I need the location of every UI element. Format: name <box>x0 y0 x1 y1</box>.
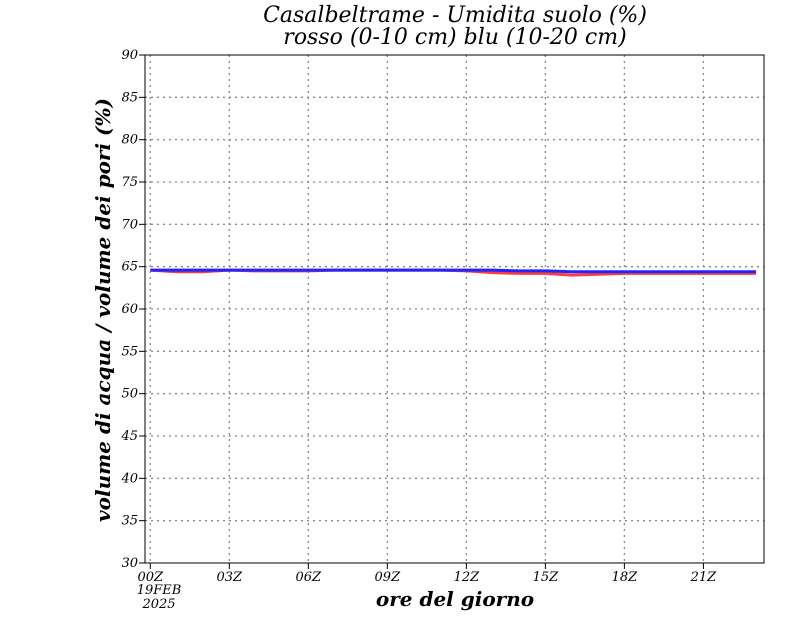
y-tick-label: 40 <box>120 471 138 486</box>
x-axis-label: ore del giorno <box>376 587 534 611</box>
plot-frame <box>144 54 765 564</box>
y-tick-label: 35 <box>121 514 138 529</box>
x-tick-label: 09Z <box>375 570 402 585</box>
y-axis-label: volume di acqua / volume dei pori (%) <box>91 98 115 522</box>
grid-lines <box>145 55 764 563</box>
x-axis-ticks: 00Z 03Z 06Z 09Z 12Z 15Z 18Z 21Z <box>137 563 717 585</box>
y-tick-label: 75 <box>121 175 138 190</box>
x-tick-label: 00Z <box>137 570 164 585</box>
y-tick-label: 45 <box>120 429 138 444</box>
x-tick-label: 18Z <box>612 570 639 585</box>
x-tick-label: 12Z <box>454 570 481 585</box>
y-tick-label: 85 <box>121 90 138 105</box>
y-tick-label: 80 <box>121 133 138 148</box>
y-tick-label: 55 <box>121 344 138 359</box>
x-tick-label: 06Z <box>296 570 323 585</box>
y-axis-ticks: 30 35 40 45 50 55 60 65 70 75 80 85 90 <box>120 48 145 571</box>
date-label-year: 2025 <box>141 597 175 612</box>
y-tick-label: 65 <box>121 260 138 275</box>
x-tick-label: 03Z <box>217 570 244 585</box>
data-series <box>150 268 757 277</box>
x-tick-label: 21Z <box>690 570 718 585</box>
y-tick-label: 50 <box>121 387 138 402</box>
chart-title: Casalbeltrame - Umidita suolo (%) <box>263 3 647 28</box>
chart-subtitle: rosso (0-10 cm) blu (10-20 cm) <box>283 25 626 50</box>
date-label-day: 19FEB <box>137 583 182 598</box>
y-tick-label: 30 <box>121 556 138 571</box>
y-tick-label: 60 <box>121 302 138 317</box>
x-tick-label: 15Z <box>533 570 560 585</box>
y-tick-label: 70 <box>121 217 138 232</box>
y-tick-label: 90 <box>121 48 138 63</box>
series-line-2 <box>150 268 757 274</box>
